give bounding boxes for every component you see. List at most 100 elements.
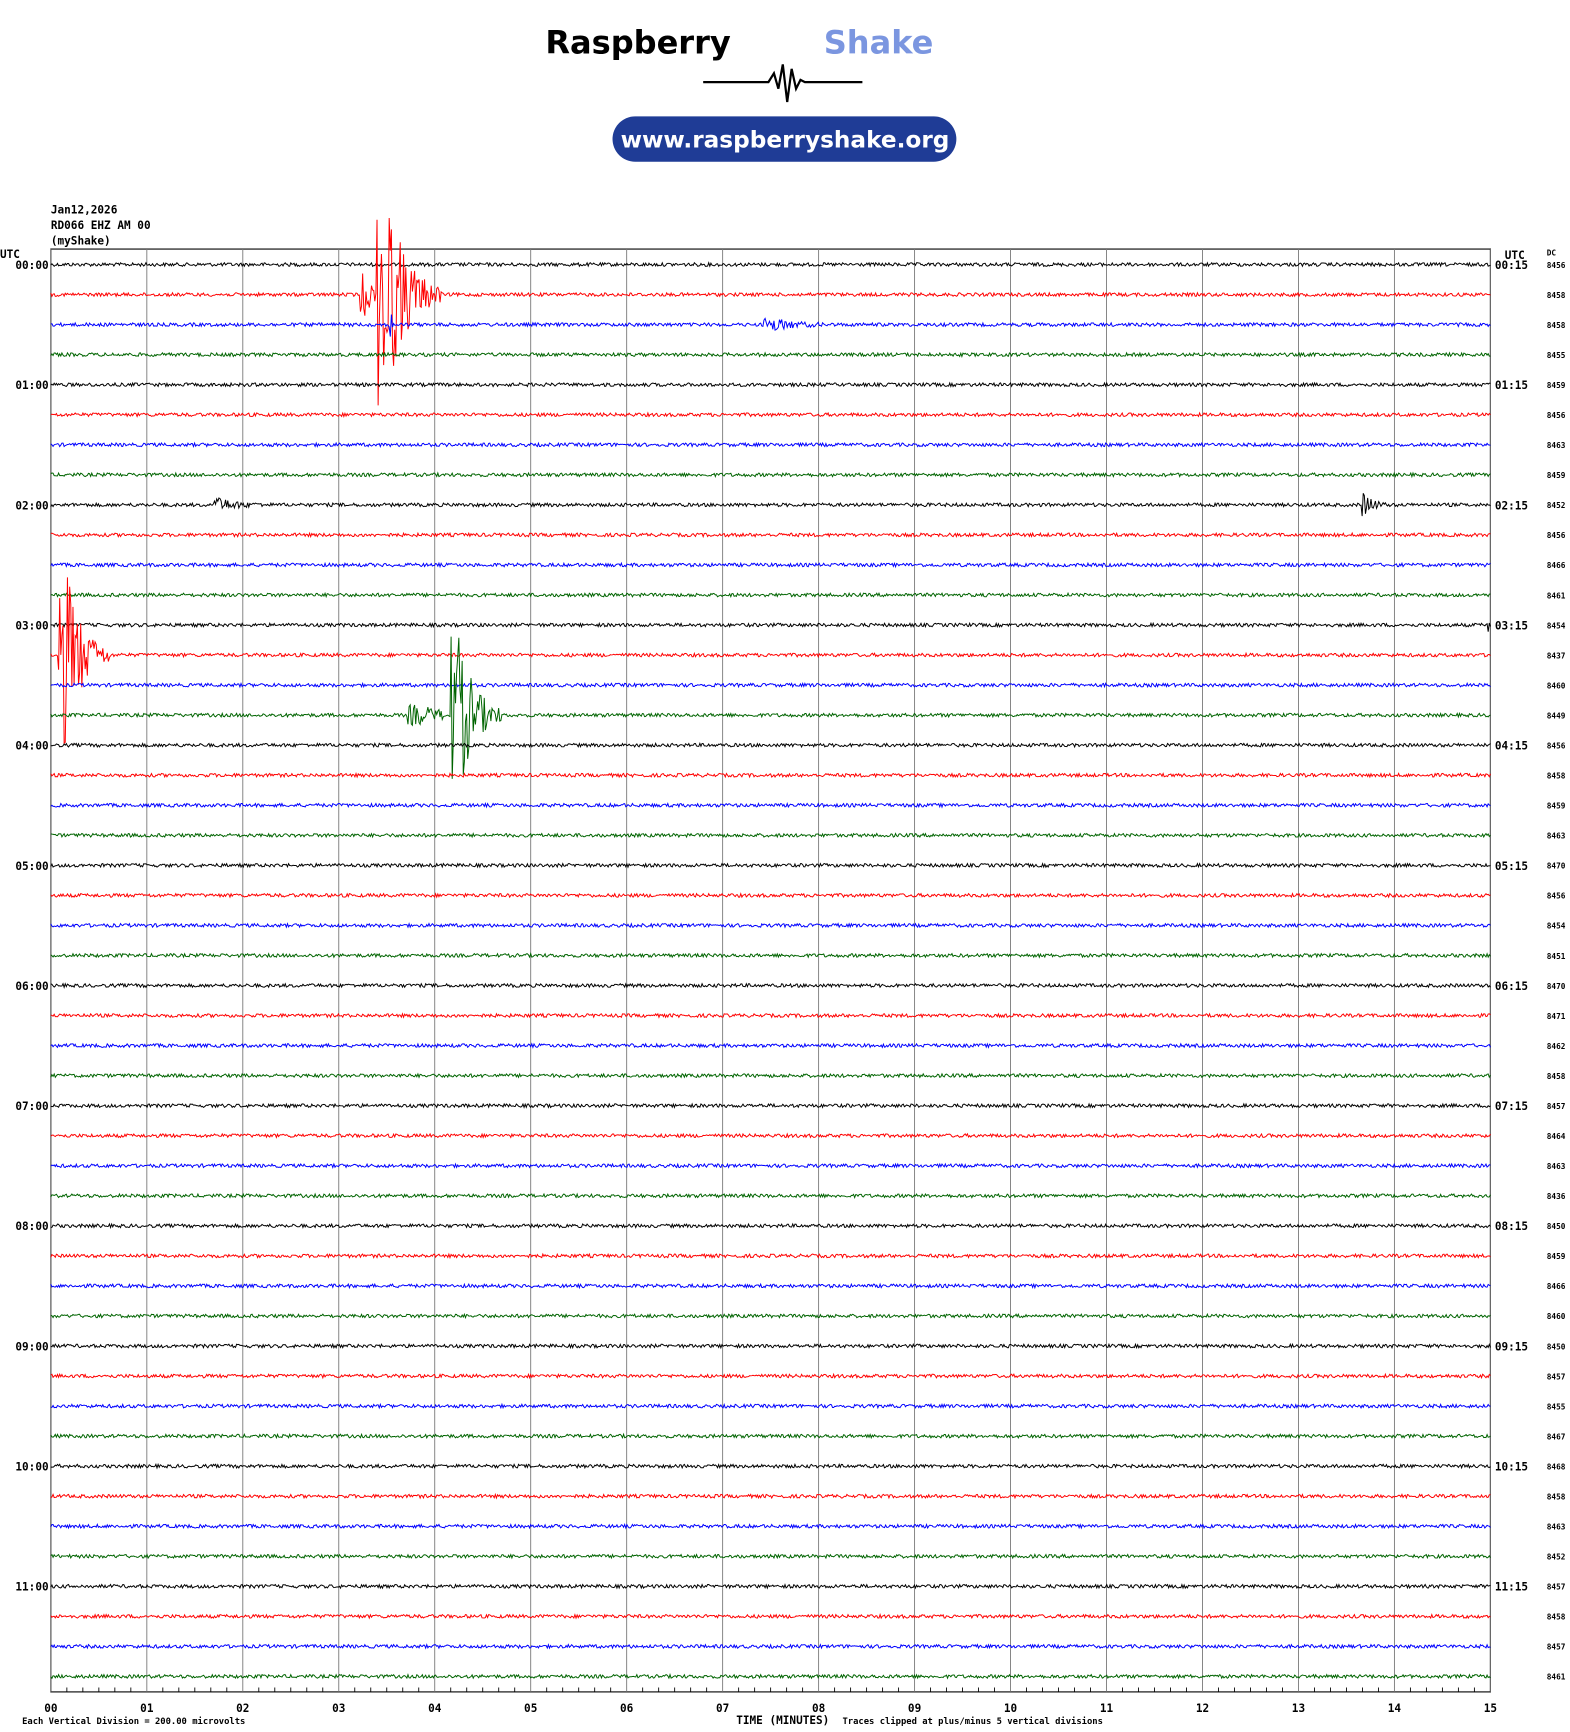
minute-label: 06 xyxy=(620,1702,634,1715)
x-axis-label: TIME (MINUTES) xyxy=(736,1714,829,1727)
left-time: 08:00 xyxy=(15,1220,48,1233)
plot-frame xyxy=(50,248,1491,1693)
dc-value: 8452 xyxy=(1547,1553,1566,1562)
trace xyxy=(50,1072,1491,1079)
dc-value: 8457 xyxy=(1547,1583,1566,1592)
dc-value: 8449 xyxy=(1547,711,1566,720)
dc-value: 8459 xyxy=(1547,471,1566,480)
trace xyxy=(50,892,1491,899)
dc-value: 8452 xyxy=(1547,501,1566,510)
left-time: 00:00 xyxy=(15,259,48,272)
dc-value: 8468 xyxy=(1547,1462,1566,1471)
trace xyxy=(50,1522,1491,1530)
dc-value: 8463 xyxy=(1547,1162,1566,1171)
right-time: 11:15 xyxy=(1495,1581,1528,1594)
right-time: 06:15 xyxy=(1495,980,1528,993)
trace xyxy=(50,681,1491,689)
dc-value: 8458 xyxy=(1547,1492,1566,1501)
dc-value: 8470 xyxy=(1547,862,1566,871)
left-time: 04:00 xyxy=(15,740,48,753)
minute-label: 11 xyxy=(1100,1702,1114,1715)
dc-value: 8450 xyxy=(1547,1222,1566,1231)
right-time: 02:15 xyxy=(1495,499,1528,512)
trace xyxy=(50,1132,1491,1139)
minute-label: 14 xyxy=(1388,1702,1402,1715)
trace xyxy=(50,952,1491,959)
minute-label: 01 xyxy=(140,1702,154,1715)
trace xyxy=(50,1492,1491,1500)
dc-value: 8455 xyxy=(1547,1402,1566,1411)
dc-value: 8458 xyxy=(1547,1072,1566,1081)
trace xyxy=(50,1162,1491,1169)
network: (myShake) xyxy=(51,235,111,248)
right-time: 08:15 xyxy=(1495,1220,1528,1233)
trace xyxy=(50,1252,1491,1260)
left-time: 07:00 xyxy=(15,1100,48,1113)
right-unit: UTC xyxy=(1505,249,1525,262)
dc-value: 8459 xyxy=(1547,381,1566,390)
minute-label: 09 xyxy=(908,1702,921,1715)
left-time: 05:00 xyxy=(15,860,48,873)
dc-value: 8456 xyxy=(1547,892,1566,901)
trace xyxy=(50,1222,1491,1230)
dc-value: 8456 xyxy=(1547,411,1566,420)
clip-note: Traces clipped at plus/minus 5 vertical … xyxy=(842,1716,1102,1727)
trace xyxy=(50,801,1491,809)
dc-value: 8463 xyxy=(1547,832,1566,841)
dc-value: 8457 xyxy=(1547,1372,1566,1381)
right-time: 04:15 xyxy=(1495,740,1528,753)
dc-value: 8457 xyxy=(1547,1643,1566,1652)
logo-wave xyxy=(703,64,863,103)
dc-value: 8451 xyxy=(1547,952,1566,961)
dc-value: 8436 xyxy=(1547,1192,1566,1201)
right-time: 09:15 xyxy=(1495,1340,1528,1353)
minute-label: 05 xyxy=(524,1702,537,1715)
trace xyxy=(50,1282,1491,1290)
dc-value: 8463 xyxy=(1547,1523,1566,1532)
dc-value: 8460 xyxy=(1547,1312,1566,1321)
dc-value: 8464 xyxy=(1547,1132,1566,1141)
trace xyxy=(50,1462,1491,1470)
right-time: 03:15 xyxy=(1495,619,1528,632)
trace xyxy=(50,591,1491,599)
left-time: 03:00 xyxy=(15,619,48,632)
dc-value: 8458 xyxy=(1547,772,1566,781)
dc-value: 8461 xyxy=(1547,591,1566,600)
trace xyxy=(50,1553,1491,1560)
trace xyxy=(50,1102,1491,1109)
trace xyxy=(50,1402,1491,1410)
right-time: 10:15 xyxy=(1495,1461,1528,1474)
url-pill xyxy=(612,116,957,162)
right-time: 07:15 xyxy=(1495,1100,1528,1113)
dc-value: 8459 xyxy=(1547,1252,1566,1261)
left-time: 06:00 xyxy=(15,980,48,993)
dc-value: 8461 xyxy=(1547,1673,1566,1682)
minute-label: 15 xyxy=(1484,1702,1497,1715)
right-time: 05:15 xyxy=(1495,860,1528,873)
trace xyxy=(50,1312,1491,1320)
trace xyxy=(50,493,1491,517)
dc-value: 8459 xyxy=(1547,802,1566,811)
trace xyxy=(50,1372,1491,1380)
brand-light: Shake xyxy=(824,23,934,61)
trace xyxy=(50,531,1491,539)
minute-label: 12 xyxy=(1196,1702,1209,1715)
left-time: 01:00 xyxy=(15,379,48,392)
dc-value: 8467 xyxy=(1547,1432,1566,1441)
dc-value: 8437 xyxy=(1547,651,1566,660)
dc-value: 8454 xyxy=(1547,621,1566,630)
trace xyxy=(50,351,1491,358)
dc-value: 8466 xyxy=(1547,1282,1566,1291)
left-time: 10:00 xyxy=(15,1461,48,1474)
dc-value: 8466 xyxy=(1547,561,1566,570)
dc-value: 8471 xyxy=(1547,1012,1566,1021)
dc-value: 8456 xyxy=(1547,741,1566,750)
scale-note: Each Vertical Division = 200.00 microvol… xyxy=(22,1716,245,1727)
trace xyxy=(50,471,1491,479)
dc-value: 8457 xyxy=(1547,1102,1566,1111)
trace xyxy=(50,982,1491,989)
dc-value: 8458 xyxy=(1547,1613,1566,1622)
dc-value: 8462 xyxy=(1547,1042,1566,1051)
trace xyxy=(50,621,1491,632)
